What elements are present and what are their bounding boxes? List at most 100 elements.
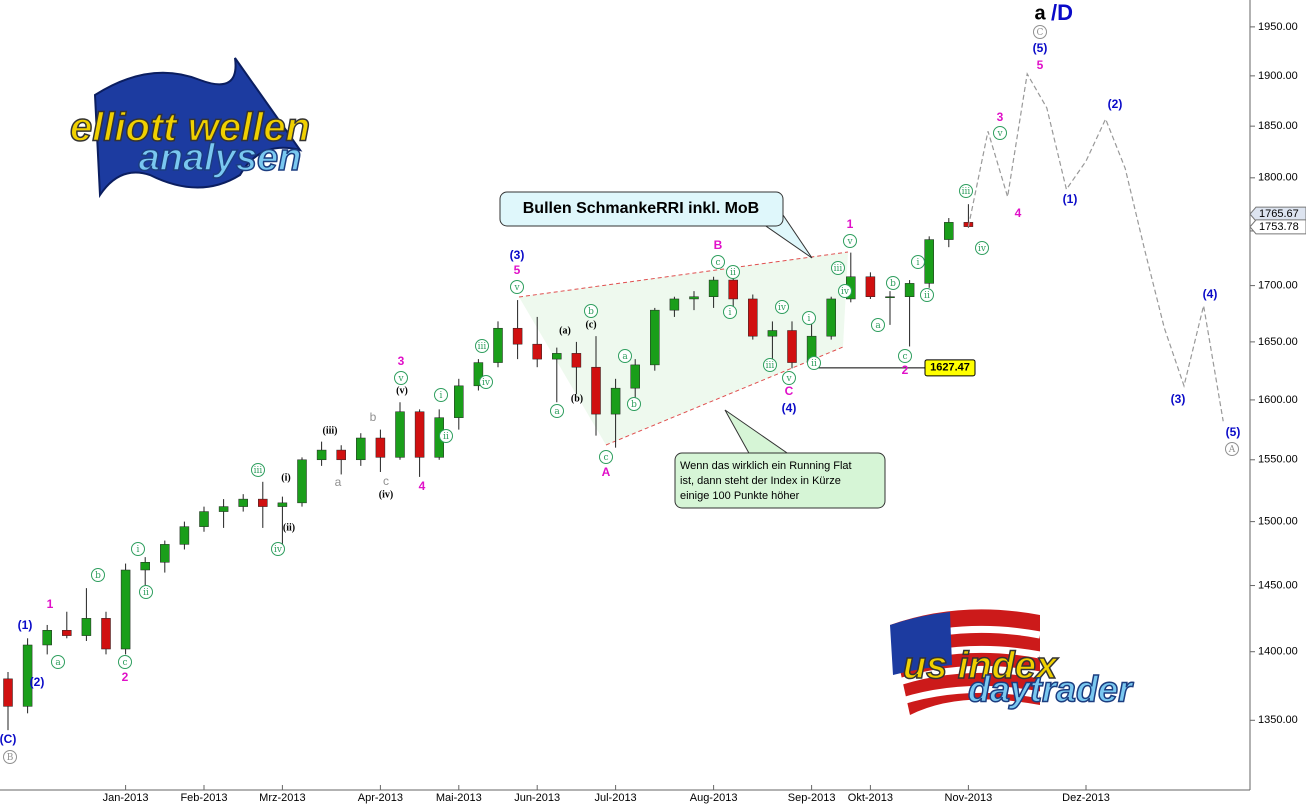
wave-circle	[439, 429, 453, 443]
candle-body	[669, 298, 680, 311]
candle-body	[767, 330, 778, 337]
candle-body	[101, 618, 111, 650]
wave-label: (c)	[585, 319, 596, 330]
callout-box	[499, 191, 784, 227]
wave-label: c	[902, 352, 907, 362]
wave-circle	[139, 585, 153, 599]
x-tick-label: Jun-2013	[514, 792, 560, 804]
wave-circle	[599, 450, 613, 464]
wave-label: (b)	[571, 393, 583, 404]
wave-label: (2)	[1108, 97, 1123, 111]
wave-label: iii	[766, 361, 775, 371]
wave-label: (4)	[782, 401, 797, 415]
wave-label: ii	[811, 359, 817, 369]
y-tick-label: 1600.00	[1258, 394, 1298, 406]
wave-label: 5	[514, 263, 521, 277]
wave-circle	[782, 371, 796, 385]
triangle-line	[518, 251, 849, 298]
wave-label: iii	[962, 187, 971, 197]
wave-label: b	[588, 307, 594, 317]
x-tick-label: Mrz-2013	[259, 792, 305, 804]
logo-text: elliott wellen	[70, 106, 310, 150]
x-tick-label: Okt-2013	[848, 792, 893, 804]
x-tick-label: Feb-2013	[180, 792, 227, 804]
wave-label: c	[715, 258, 720, 268]
wave-label: (i)	[281, 472, 290, 483]
candle-body	[140, 562, 150, 571]
wave-circle	[911, 255, 925, 269]
x-tick-label: Sep-2013	[788, 792, 836, 804]
wave-circle	[975, 241, 989, 255]
level-label: 1627.47	[930, 362, 970, 374]
candle-body	[199, 511, 209, 527]
logo-text: us index	[903, 645, 1059, 687]
wave-circle	[711, 255, 725, 269]
wave-circle	[550, 404, 564, 418]
wave-label: ii	[730, 268, 736, 278]
wave-label: c	[383, 474, 389, 488]
candle-body	[238, 498, 248, 507]
candle-body	[336, 449, 346, 461]
wave-label: v	[397, 374, 404, 384]
price-tag	[1249, 206, 1306, 222]
y-tick-label: 1800.00	[1258, 172, 1298, 184]
wave-label: (2)	[30, 675, 45, 689]
wave-circle	[510, 280, 524, 294]
wave-label: 1	[847, 217, 854, 231]
wave-label: iv	[841, 287, 850, 297]
logo-stripes	[888, 625, 1041, 709]
wave-label: i	[808, 314, 811, 324]
wave-label: i	[440, 391, 443, 401]
logo-usindex: us index daytrader	[888, 609, 1135, 715]
y-tick-label: 1400.00	[1258, 646, 1298, 658]
wave-circle	[251, 463, 265, 477]
candle-body	[689, 296, 699, 300]
wave-label: b	[95, 571, 101, 581]
wave-label: a	[335, 475, 342, 489]
candle-body	[944, 222, 954, 240]
candle-body	[297, 459, 307, 504]
wave-label: (4)	[1203, 287, 1218, 301]
x-tick-label: Apr-2013	[358, 792, 403, 804]
wave-circle	[51, 655, 65, 669]
wave-label: v	[996, 129, 1003, 139]
candle-body	[277, 502, 288, 507]
wave-label: c	[122, 658, 127, 668]
candle-body	[924, 239, 934, 284]
callout: Wenn das wirklich ein Running Flat ist, …	[674, 409, 886, 509]
candle-body	[630, 364, 640, 389]
x-tick-label: Mai-2013	[436, 792, 482, 804]
candle-body	[160, 544, 170, 563]
wave-label: iv	[778, 303, 787, 313]
callout-text: einige 100 Punkte höher	[680, 490, 800, 502]
candle-body	[414, 411, 425, 458]
wave-label: A	[602, 465, 611, 479]
candle-body	[258, 498, 268, 507]
callout-text: Wenn das wirklich ein Running Flat	[680, 460, 852, 472]
logo-text: analysen	[139, 137, 302, 179]
projection-line	[967, 72, 1224, 422]
wave-label: C	[785, 384, 794, 398]
wave-circle	[584, 304, 598, 318]
wave-label: iv	[482, 378, 491, 388]
wave-label: (5)	[1033, 41, 1048, 55]
wave-label: (5)	[1226, 425, 1241, 439]
wave-label: ii	[143, 588, 149, 598]
wave-circle	[726, 265, 740, 279]
wave-label: a	[622, 352, 628, 362]
wave-label: iv	[978, 244, 987, 254]
wave-circle	[1225, 442, 1239, 456]
price-tag	[1249, 219, 1306, 235]
level-box	[924, 359, 976, 377]
callout: Bullen SchmankeRRI inkl. MoB	[499, 191, 813, 259]
candle-body	[120, 569, 131, 650]
callout-box	[674, 452, 886, 509]
candle-body	[42, 630, 52, 646]
wave-label: i	[729, 308, 732, 318]
y-tick-label: 1350.00	[1258, 714, 1298, 726]
wave-label: b	[890, 279, 896, 289]
wave-label: 5	[1037, 58, 1044, 72]
wave-label: a	[1034, 2, 1046, 24]
wave-label: v	[846, 237, 853, 247]
